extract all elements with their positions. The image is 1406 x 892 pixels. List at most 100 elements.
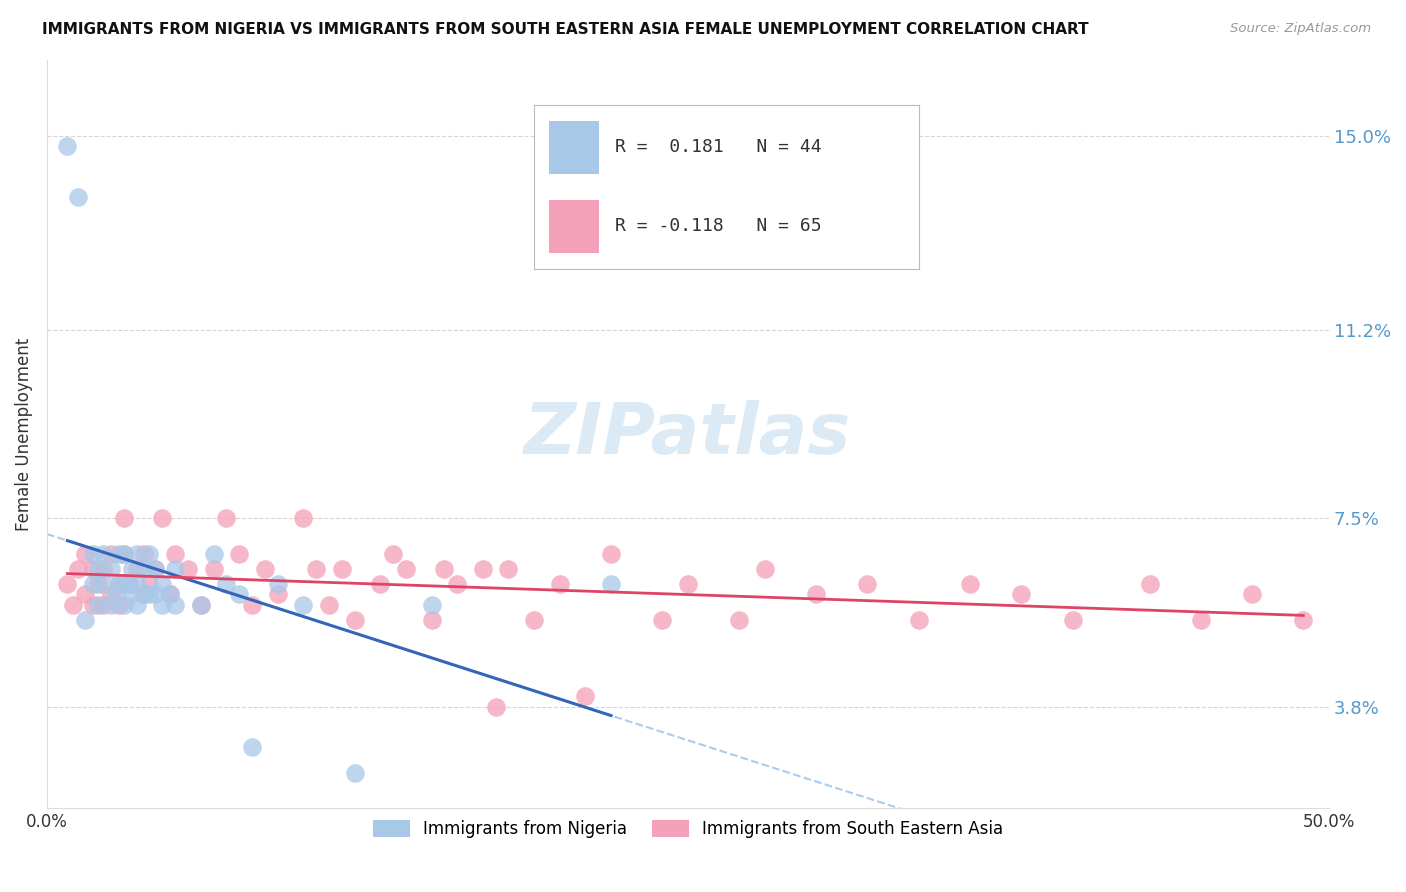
Point xyxy=(1139,577,1161,591)
Point xyxy=(498,562,520,576)
Point xyxy=(56,577,79,591)
Point xyxy=(165,562,187,576)
Point xyxy=(125,577,148,591)
Point xyxy=(82,547,104,561)
Point xyxy=(91,562,114,576)
Point xyxy=(118,577,141,591)
Point xyxy=(215,511,238,525)
Point xyxy=(907,613,929,627)
Point xyxy=(600,547,623,561)
Point xyxy=(107,598,129,612)
Text: ZIPatlas: ZIPatlas xyxy=(524,400,852,468)
Point xyxy=(240,598,263,612)
Point xyxy=(240,740,263,755)
Point xyxy=(112,577,135,591)
Point xyxy=(75,587,97,601)
Point xyxy=(150,598,173,612)
Point xyxy=(228,547,250,561)
Point xyxy=(100,547,122,561)
Point xyxy=(87,577,110,591)
Point xyxy=(177,562,200,576)
Point xyxy=(1062,613,1084,627)
Point xyxy=(343,613,366,627)
Point xyxy=(138,577,160,591)
Point xyxy=(548,577,571,591)
Point xyxy=(107,577,129,591)
Point xyxy=(66,562,89,576)
Point xyxy=(105,587,128,601)
Point xyxy=(138,587,160,601)
Point xyxy=(305,562,328,576)
Point xyxy=(143,562,166,576)
Point xyxy=(150,577,173,591)
Point xyxy=(100,598,122,612)
Point xyxy=(728,613,751,627)
Point xyxy=(91,577,114,591)
Point xyxy=(82,577,104,591)
Point xyxy=(91,598,114,612)
Point xyxy=(91,547,114,561)
Point xyxy=(138,547,160,561)
Point xyxy=(651,613,673,627)
Point xyxy=(100,562,122,576)
Point xyxy=(1189,613,1212,627)
Point xyxy=(446,577,468,591)
Y-axis label: Female Unemployment: Female Unemployment xyxy=(15,337,32,531)
Text: Source: ZipAtlas.com: Source: ZipAtlas.com xyxy=(1230,22,1371,36)
Point xyxy=(395,562,418,576)
Point xyxy=(420,598,443,612)
Point xyxy=(125,562,148,576)
Point xyxy=(266,587,288,601)
Point xyxy=(382,547,405,561)
Point xyxy=(1292,613,1315,627)
Point xyxy=(266,577,288,591)
Point xyxy=(125,547,148,561)
Point xyxy=(121,587,143,601)
Point xyxy=(420,613,443,627)
Point xyxy=(292,511,315,525)
Point xyxy=(600,577,623,591)
Text: IMMIGRANTS FROM NIGERIA VS IMMIGRANTS FROM SOUTH EASTERN ASIA FEMALE UNEMPLOYMEN: IMMIGRANTS FROM NIGERIA VS IMMIGRANTS FR… xyxy=(42,22,1088,37)
Point xyxy=(202,547,225,561)
Point xyxy=(523,613,546,627)
Point xyxy=(56,139,79,153)
Point xyxy=(87,598,110,612)
Point xyxy=(202,562,225,576)
Point xyxy=(134,547,156,561)
Legend: Immigrants from Nigeria, Immigrants from South Eastern Asia: Immigrants from Nigeria, Immigrants from… xyxy=(366,814,1010,845)
Point xyxy=(134,587,156,601)
Point xyxy=(112,598,135,612)
Point xyxy=(676,577,699,591)
Point xyxy=(330,562,353,576)
Point xyxy=(343,765,366,780)
Point xyxy=(112,511,135,525)
Point xyxy=(66,190,89,204)
Point xyxy=(82,598,104,612)
Point xyxy=(150,511,173,525)
Point xyxy=(87,562,110,576)
Point xyxy=(143,587,166,601)
Point xyxy=(134,587,156,601)
Point xyxy=(190,598,212,612)
Point xyxy=(754,562,776,576)
Point xyxy=(75,547,97,561)
Point xyxy=(82,562,104,576)
Point xyxy=(485,699,508,714)
Point xyxy=(100,587,122,601)
Point xyxy=(433,562,456,576)
Point xyxy=(574,690,596,704)
Point xyxy=(125,598,148,612)
Point xyxy=(190,598,212,612)
Point xyxy=(165,598,187,612)
Point xyxy=(1010,587,1032,601)
Point xyxy=(159,587,181,601)
Point xyxy=(959,577,981,591)
Point xyxy=(62,598,84,612)
Point xyxy=(215,577,238,591)
Point xyxy=(856,577,879,591)
Point xyxy=(228,587,250,601)
Point xyxy=(107,547,129,561)
Point xyxy=(368,577,391,591)
Point xyxy=(804,587,827,601)
Point xyxy=(253,562,276,576)
